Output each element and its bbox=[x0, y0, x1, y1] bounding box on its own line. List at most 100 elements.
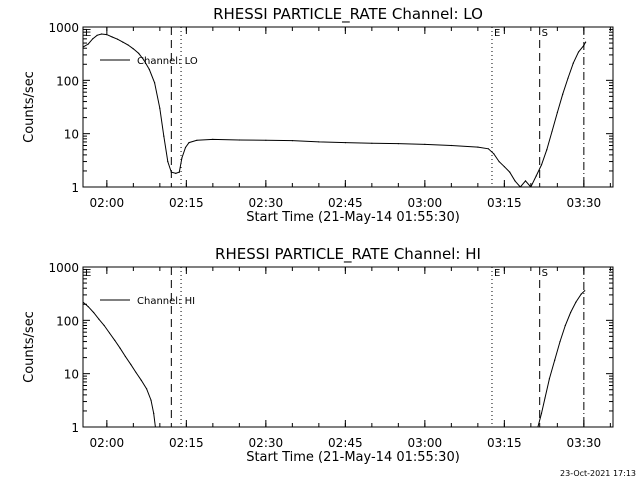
data-point bbox=[93, 311, 95, 314]
data-point bbox=[96, 34, 98, 36]
data-point bbox=[554, 359, 556, 361]
y-axis-label: Counts/sec bbox=[22, 71, 37, 143]
data-point bbox=[537, 426, 539, 427]
marker-label: E bbox=[494, 268, 500, 279]
data-point bbox=[116, 38, 119, 40]
data-point bbox=[540, 412, 543, 414]
data-point bbox=[148, 68, 150, 70]
series-line bbox=[537, 290, 586, 427]
x-tick-label: 03:00 bbox=[408, 436, 443, 450]
data-point bbox=[150, 399, 152, 401]
data-point bbox=[567, 77, 569, 79]
data-point bbox=[524, 180, 527, 182]
data-point bbox=[83, 46, 84, 48]
series-line bbox=[83, 301, 156, 427]
data-point bbox=[564, 324, 566, 327]
data-point bbox=[98, 318, 100, 320]
data-point bbox=[153, 412, 155, 414]
data-point bbox=[163, 135, 165, 137]
x-tick-label: 02:45 bbox=[328, 196, 363, 210]
data-point bbox=[238, 139, 240, 141]
data-point bbox=[540, 164, 543, 166]
data-point bbox=[184, 146, 187, 149]
data-point bbox=[519, 186, 521, 187]
x-axis-label: Start Time (21-May-14 01:55:30) bbox=[246, 450, 460, 465]
y-tick-label: 100 bbox=[56, 314, 79, 328]
marker-label: E bbox=[494, 28, 500, 39]
data-point bbox=[154, 82, 156, 84]
data-point bbox=[146, 388, 148, 390]
data-point bbox=[318, 141, 320, 143]
data-point bbox=[575, 301, 577, 303]
data-point bbox=[100, 33, 103, 35]
data-point bbox=[570, 311, 572, 314]
x-axis-label: Start Time (21-May-14 01:55:30) bbox=[246, 210, 460, 225]
data-point bbox=[111, 36, 113, 38]
data-point bbox=[143, 59, 145, 61]
data-point bbox=[498, 161, 500, 163]
data-point bbox=[106, 34, 108, 36]
data-point bbox=[175, 172, 177, 174]
x-tick-label: 02:45 bbox=[328, 436, 363, 450]
data-point bbox=[140, 379, 142, 381]
data-point bbox=[127, 44, 129, 46]
data-point bbox=[535, 175, 537, 177]
data-point bbox=[584, 290, 586, 292]
y-tick-label: 1000 bbox=[48, 261, 79, 275]
data-point bbox=[371, 142, 373, 144]
data-point bbox=[178, 171, 180, 173]
footer-timestamp: 23-Oct-2021 17:13 bbox=[560, 469, 636, 478]
legend-label: Channel: LO bbox=[137, 56, 198, 67]
data-point bbox=[572, 62, 574, 64]
data-point bbox=[188, 142, 190, 144]
chart-title: RHESSI PARTICLE_RATE Channel: HI bbox=[215, 245, 481, 264]
plot-frame bbox=[82, 266, 614, 428]
data-point bbox=[562, 93, 564, 95]
x-tick-label: 02:15 bbox=[169, 196, 204, 210]
data-point bbox=[580, 293, 582, 295]
data-point bbox=[583, 44, 585, 47]
data-point bbox=[344, 142, 346, 144]
y-tick-label: 1 bbox=[71, 421, 79, 435]
data-point bbox=[130, 363, 132, 365]
data-point bbox=[196, 139, 198, 141]
data-point bbox=[559, 341, 561, 343]
marker-label: E bbox=[85, 28, 91, 39]
x-tick-label: 03:30 bbox=[567, 196, 602, 210]
x-tick-label: 03:00 bbox=[408, 196, 443, 210]
data-point bbox=[577, 51, 580, 53]
data-point bbox=[546, 149, 548, 151]
data-point bbox=[397, 143, 399, 145]
data-point bbox=[170, 171, 172, 173]
data-point bbox=[138, 52, 140, 55]
data-point bbox=[291, 140, 293, 142]
x-tick-label: 02:30 bbox=[249, 436, 284, 450]
chart-title: RHESSI PARTICLE_RATE Channel: LO bbox=[213, 5, 483, 24]
data-point bbox=[154, 426, 156, 427]
data-point bbox=[122, 41, 124, 43]
data-point bbox=[548, 378, 551, 380]
data-point bbox=[167, 161, 169, 163]
x-tick-label: 02:00 bbox=[90, 196, 125, 210]
data-point bbox=[92, 38, 94, 40]
data-point bbox=[509, 171, 511, 173]
marker-label: E bbox=[85, 268, 91, 279]
y-tick-label: 1000 bbox=[48, 21, 79, 35]
data-point bbox=[556, 111, 559, 113]
data-point bbox=[103, 324, 105, 327]
data-point bbox=[530, 186, 532, 187]
data-point bbox=[83, 301, 84, 303]
y-tick-label: 10 bbox=[64, 128, 79, 142]
y-axis-label: Counts/sec bbox=[22, 311, 37, 383]
data-point bbox=[87, 306, 89, 308]
data-point bbox=[108, 332, 111, 334]
data-point bbox=[212, 138, 214, 140]
marker-label: S bbox=[542, 28, 548, 39]
data-point bbox=[551, 130, 553, 133]
data-point bbox=[503, 166, 505, 168]
data-point bbox=[424, 143, 426, 145]
data-point bbox=[114, 339, 116, 341]
data-point bbox=[87, 43, 89, 45]
data-point bbox=[585, 41, 587, 43]
